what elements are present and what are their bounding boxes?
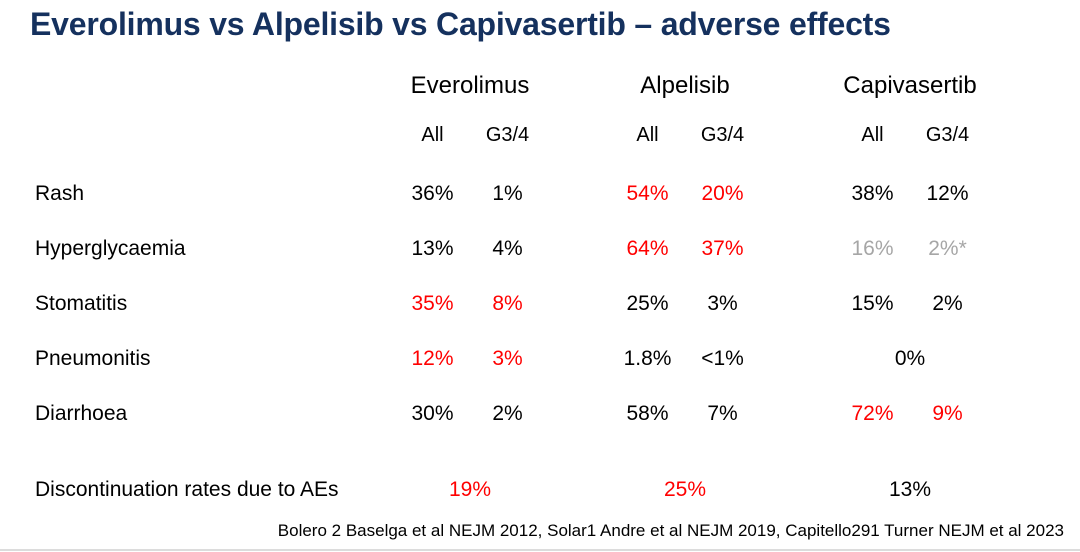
value-cell: 12% bbox=[926, 181, 969, 205]
subheader-capivasertib-all: All bbox=[861, 123, 884, 146]
value-cell: 72% bbox=[851, 401, 894, 425]
value-cell: 15% bbox=[851, 291, 894, 315]
value-cell: 3% bbox=[707, 291, 738, 315]
value-cell: 54% bbox=[626, 181, 669, 205]
subheader-capivasertib-g34: G3/4 bbox=[925, 123, 970, 146]
value-cell: 2% bbox=[492, 401, 523, 425]
subheader-everolimus-all: All bbox=[421, 123, 444, 146]
discontinuation-value-capivasertib: 13% bbox=[888, 478, 932, 501]
value-cell: 58% bbox=[626, 401, 669, 425]
value-cell: 7% bbox=[707, 401, 738, 425]
discontinuation-value-everolimus: 19% bbox=[448, 478, 492, 501]
value-cell: 16% bbox=[851, 236, 894, 260]
row-label: Pneumonitis bbox=[35, 346, 151, 370]
row-label: Diarrhoea bbox=[35, 401, 128, 425]
value-cell: 12% bbox=[411, 346, 454, 370]
page-title: Everolimus vs Alpelisib vs Capivasertib … bbox=[30, 6, 891, 42]
adverse-effects-table: Everolimus Alpelisib Capivasertib All G3… bbox=[35, 66, 985, 511]
value-cell: 4% bbox=[492, 236, 523, 260]
column-header-everolimus: Everolimus bbox=[410, 72, 530, 99]
column-header-alpelisib: Alpelisib bbox=[640, 72, 730, 99]
value-cell: 2%* bbox=[928, 236, 967, 260]
value-cell: 1% bbox=[492, 181, 523, 205]
value-cell: 20% bbox=[701, 181, 744, 205]
discontinuation-value-alpelisib: 25% bbox=[663, 478, 707, 501]
value-cell: 8% bbox=[492, 291, 523, 315]
value-cell: 37% bbox=[701, 236, 744, 260]
subheader-alpelisib-all: All bbox=[636, 123, 659, 146]
value-cell: 35% bbox=[411, 291, 454, 315]
discontinuation-row-label: Discontinuation rates due to AEs bbox=[35, 478, 339, 501]
subheader-alpelisib-g34: G3/4 bbox=[700, 123, 745, 146]
column-header-capivasertib: Capivasertib bbox=[843, 72, 977, 99]
value-cell: 36% bbox=[411, 181, 454, 205]
value-cell: 1.8% bbox=[623, 346, 672, 370]
bottom-divider bbox=[0, 549, 1080, 551]
subheader-everolimus-g34: G3/4 bbox=[485, 123, 530, 146]
value-cell: 2% bbox=[932, 291, 963, 315]
value-cell-merged: 0% bbox=[894, 346, 926, 370]
value-cell: 9% bbox=[932, 401, 963, 425]
value-cell: 25% bbox=[626, 291, 669, 315]
row-label: Hyperglycaemia bbox=[35, 236, 186, 260]
value-cell: 64% bbox=[626, 236, 669, 260]
value-cell: 13% bbox=[411, 236, 454, 260]
value-cell: 30% bbox=[411, 401, 454, 425]
row-label: Rash bbox=[35, 181, 85, 205]
citation-footnote: Bolero 2 Baselga et al NEJM 2012, Solar1… bbox=[277, 521, 1064, 540]
row-label: Stomatitis bbox=[35, 291, 128, 315]
value-cell: 3% bbox=[492, 346, 523, 370]
value-cell: 38% bbox=[851, 181, 894, 205]
value-cell: <1% bbox=[701, 346, 744, 370]
